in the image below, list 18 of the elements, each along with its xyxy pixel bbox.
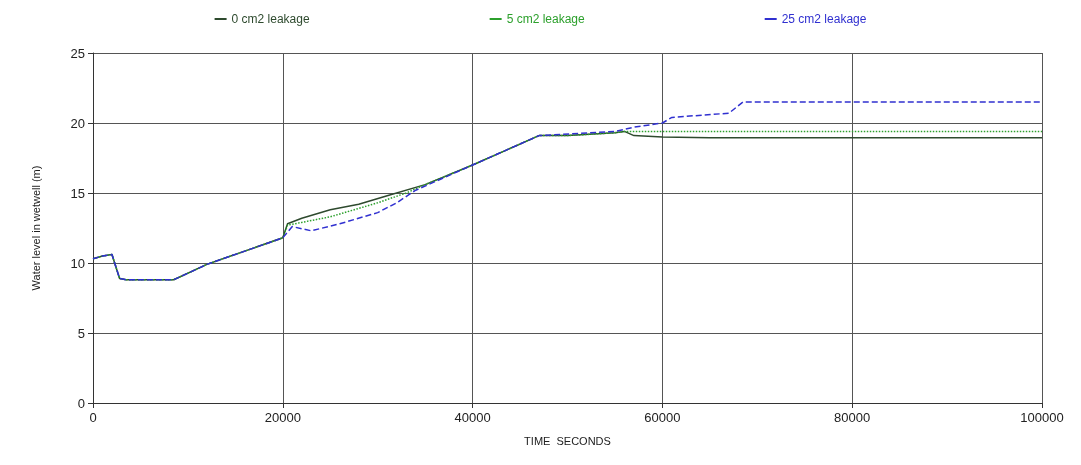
y-tick-label: 0 — [77, 395, 85, 411]
x-axis-title: TIME SECONDS — [524, 434, 611, 447]
x-tick-label: 80000 — [834, 410, 871, 425]
y-tick-label: 25 — [70, 45, 85, 61]
y-tick-label: 15 — [70, 185, 85, 201]
x-tick-label: 40000 — [454, 410, 491, 425]
x-tick-label: 0 — [89, 410, 97, 425]
y-tick-label: 10 — [70, 255, 85, 271]
x-tick-label: 100000 — [1020, 410, 1064, 425]
y-tick-label: 5 — [77, 325, 85, 341]
x-tick-label: 20000 — [264, 410, 301, 425]
legend-label: 25 cm2 leakage — [781, 12, 867, 26]
x-tick-label: 60000 — [644, 410, 681, 425]
legend-label: 0 cm2 leakage — [231, 12, 310, 26]
y-axis-title: Water level in wetwell (m) — [29, 165, 42, 291]
y-tick-label: 20 — [70, 115, 85, 131]
line-series — [92, 101, 1043, 281]
legend-label: 5 cm2 leakage — [506, 12, 586, 26]
